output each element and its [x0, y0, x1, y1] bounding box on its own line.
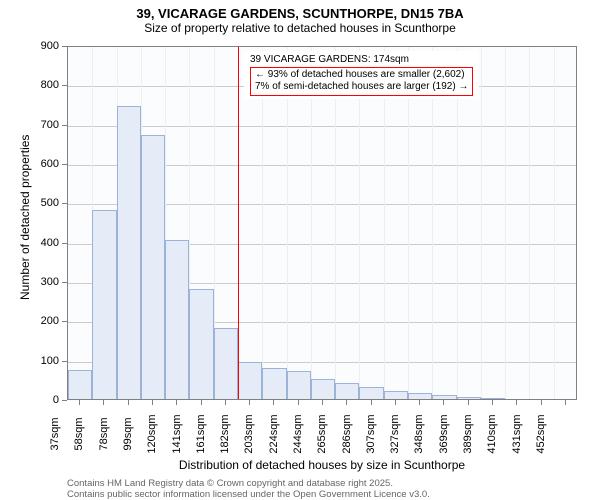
- grid-line-v: [311, 47, 312, 399]
- x-tick-label: 265sqm: [316, 404, 328, 464]
- histogram-bar: [117, 106, 141, 399]
- chart-title: 39, VICARAGE GARDENS, SCUNTHORPE, DN15 7…: [0, 0, 600, 21]
- y-tick-mark: [62, 203, 67, 204]
- histogram-bar: [457, 397, 481, 399]
- footer-line-1: Contains HM Land Registry data © Crown c…: [67, 478, 430, 489]
- y-tick-label: 800: [0, 79, 59, 91]
- histogram-bar: [141, 135, 165, 399]
- histogram-bar: [384, 391, 408, 399]
- x-tick-label: 369sqm: [438, 404, 450, 464]
- y-tick-mark: [62, 321, 67, 322]
- histogram-bar: [214, 328, 238, 399]
- x-tick-label: 244sqm: [292, 404, 304, 464]
- y-tick-mark: [62, 46, 67, 47]
- x-tick-label: 307sqm: [365, 404, 377, 464]
- x-tick-label: 452sqm: [535, 404, 547, 464]
- y-tick-label: 900: [0, 40, 59, 52]
- chart-subtitle: Size of property relative to detached ho…: [0, 21, 600, 35]
- histogram-bar: [68, 370, 92, 400]
- x-tick-label: 120sqm: [146, 404, 158, 464]
- x-tick-label: 327sqm: [389, 404, 401, 464]
- x-tick-label: 182sqm: [219, 404, 231, 464]
- histogram-bar: [432, 395, 456, 399]
- x-tick-label: 348sqm: [413, 404, 425, 464]
- grid-line-v: [481, 47, 482, 399]
- x-tick-mark: [565, 400, 566, 405]
- histogram-bar: [359, 387, 383, 399]
- grid-line-h: [68, 126, 576, 127]
- grid-line-v: [384, 47, 385, 399]
- annotation-body: ← 93% of detached houses are smaller (2,…: [250, 67, 473, 96]
- grid-line-v: [262, 47, 263, 399]
- y-tick-mark: [62, 400, 67, 401]
- y-tick-mark: [62, 85, 67, 86]
- grid-line-v: [408, 47, 409, 399]
- y-tick-label: 300: [0, 276, 59, 288]
- annotation-box: 39 VICARAGE GARDENS: 174sqm ← 93% of deta…: [244, 51, 479, 99]
- y-tick-mark: [62, 164, 67, 165]
- x-tick-label: 431sqm: [511, 404, 523, 464]
- histogram-bar: [238, 362, 262, 399]
- grid-line-v: [505, 47, 506, 399]
- y-tick-mark: [62, 361, 67, 362]
- x-tick-label: 286sqm: [341, 404, 353, 464]
- grid-line-v: [432, 47, 433, 399]
- y-tick-label: 100: [0, 355, 59, 367]
- x-tick-label: 37sqm: [49, 404, 61, 464]
- x-tick-label: 410sqm: [486, 404, 498, 464]
- grid-line-v: [529, 47, 530, 399]
- x-tick-label: 99sqm: [122, 404, 134, 464]
- annotation-line: 7% of semi-detached houses are larger (1…: [255, 81, 468, 94]
- x-tick-label: 58sqm: [73, 404, 85, 464]
- histogram-bar: [311, 379, 335, 399]
- histogram-bar: [408, 393, 432, 399]
- y-tick-mark: [62, 282, 67, 283]
- y-tick-label: 400: [0, 237, 59, 249]
- y-tick-mark: [62, 125, 67, 126]
- x-tick-label: 78sqm: [98, 404, 110, 464]
- plot-area: 39 VICARAGE GARDENS: 174sqm ← 93% of deta…: [67, 46, 577, 400]
- x-tick-label: 224sqm: [268, 404, 280, 464]
- y-tick-mark: [62, 243, 67, 244]
- histogram-bar: [165, 240, 189, 399]
- grid-line-v: [335, 47, 336, 399]
- grid-line-v: [287, 47, 288, 399]
- histogram-bar: [262, 368, 286, 399]
- annotation-line: ← 93% of detached houses are smaller (2,…: [255, 69, 468, 82]
- histogram-bar: [92, 210, 116, 399]
- histogram-bar: [481, 398, 505, 399]
- y-tick-label: 200: [0, 315, 59, 327]
- y-tick-label: 500: [0, 197, 59, 209]
- footer-attribution: Contains HM Land Registry data © Crown c…: [67, 478, 430, 500]
- grid-line-v: [359, 47, 360, 399]
- x-tick-label: 141sqm: [171, 404, 183, 464]
- annotation-heading: 39 VICARAGE GARDENS: 174sqm: [250, 54, 473, 67]
- footer-line-2: Contains public sector information licen…: [67, 489, 430, 500]
- grid-line-v: [554, 47, 555, 399]
- y-tick-label: 600: [0, 158, 59, 170]
- grid-line-v: [457, 47, 458, 399]
- x-tick-label: 389sqm: [462, 404, 474, 464]
- x-tick-label: 203sqm: [243, 404, 255, 464]
- histogram-bar: [287, 371, 311, 399]
- x-tick-label: 161sqm: [195, 404, 207, 464]
- histogram-bar: [189, 289, 213, 399]
- chart-container: 39, VICARAGE GARDENS, SCUNTHORPE, DN15 7…: [0, 0, 600, 500]
- y-tick-label: 700: [0, 119, 59, 131]
- marker-line: [238, 47, 239, 399]
- histogram-bar: [335, 383, 359, 399]
